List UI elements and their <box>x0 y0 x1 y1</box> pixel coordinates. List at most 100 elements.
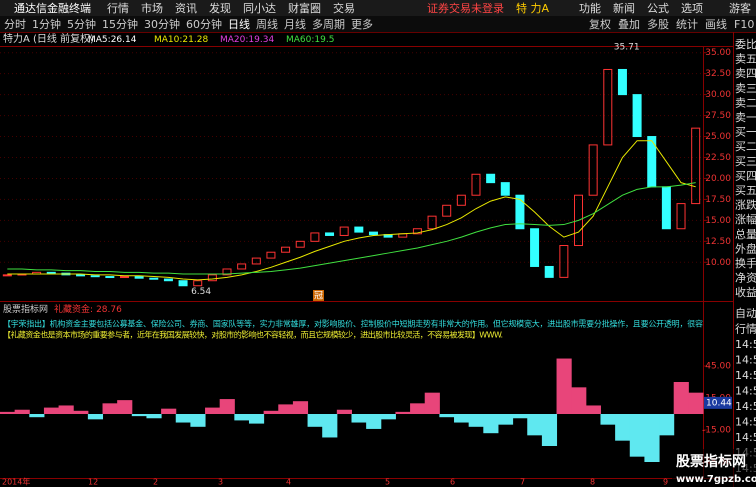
menu-right-item[interactable]: 选项 <box>681 2 704 15</box>
y-tick-label: 30.00 <box>705 90 731 100</box>
indicator-bar <box>117 400 133 414</box>
side-label: 卖四 <box>735 67 756 80</box>
y-tick-label: 12.50 <box>705 237 731 247</box>
ma-name: MA5: <box>88 35 111 45</box>
menu-item[interactable]: 行情 <box>107 2 129 15</box>
candle <box>222 268 232 276</box>
indicator-bar <box>644 414 660 462</box>
tool-button[interactable]: 统计 <box>676 18 698 31</box>
tool-button[interactable]: 多股 <box>647 18 669 31</box>
side-label: 14:5 <box>735 400 756 413</box>
y-tick-label: 27.50 <box>705 111 731 121</box>
ma-legend: MA20:19.34 <box>220 35 274 45</box>
chart-title: 特力A (日线 前复权) <box>3 32 94 45</box>
stock-name: 特 力A <box>516 2 550 15</box>
candle <box>266 251 276 259</box>
candle <box>119 276 129 279</box>
period-button[interactable]: 1分钟 <box>32 18 61 31</box>
side-label: 卖三 <box>735 82 756 95</box>
indicator-bar <box>585 405 601 414</box>
candle <box>90 275 100 278</box>
candle <box>76 274 86 277</box>
indicator-bar <box>468 414 484 427</box>
indicator-bar <box>14 409 30 414</box>
menu-item[interactable]: 财富圈 <box>288 2 321 15</box>
indicator-bar <box>219 399 235 414</box>
candle <box>46 271 56 274</box>
indicator-bar <box>29 414 45 418</box>
side-label: 14:5 <box>735 416 756 429</box>
side-label: 涨跌 <box>735 198 756 212</box>
menu-item[interactable]: 市场 <box>141 2 163 15</box>
login-status[interactable]: 证券交易未登录 <box>427 2 504 15</box>
period-button[interactable]: 更多 <box>351 18 373 31</box>
menu-item[interactable]: 交易 <box>333 2 355 15</box>
side-label: 买四 <box>735 169 756 182</box>
tool-button[interactable]: 画线 <box>705 18 727 31</box>
toolbar: 分时 1分钟 5分钟 15分钟 30分钟 60分钟 日线 周线 月线 多周期 更多 复权 叠加 多股 统计画… <box>0 16 756 33</box>
indicator-bar <box>336 409 352 414</box>
y-tick-label: 15.00 <box>705 216 731 226</box>
indicator-bar <box>366 414 382 429</box>
indicator-bar <box>205 407 221 414</box>
menu-item[interactable]: 同小达 <box>243 2 276 15</box>
period-button[interactable]: 30分钟 <box>144 18 180 31</box>
indicator-bar <box>688 392 704 414</box>
side-label: 14:5 <box>735 354 756 367</box>
ma-value: 26.14 <box>111 35 137 45</box>
period-button[interactable]: 分时 <box>4 18 26 31</box>
menu-item[interactable]: 发现 <box>209 2 231 15</box>
indicator-bar <box>600 414 616 425</box>
x-tick-label: 5 <box>385 478 390 487</box>
y-tick-label: 20.00 <box>705 174 731 184</box>
marker-box <box>313 290 324 301</box>
period-button[interactable]: 5分钟 <box>67 18 96 31</box>
indicator-bar <box>307 414 323 427</box>
side-label: 净资 <box>735 271 756 285</box>
y-tick-label: 17.50 <box>705 195 731 205</box>
indicator-bar <box>190 414 206 427</box>
candle <box>310 232 320 242</box>
ma-line <box>7 140 696 281</box>
x-tick-label: 6 <box>450 478 455 487</box>
period-button[interactable]: 60分钟 <box>186 18 222 31</box>
candle <box>163 278 173 282</box>
candle <box>178 280 188 287</box>
tool-button[interactable]: F10 <box>734 17 755 31</box>
candle <box>617 68 627 96</box>
x-tick-label: 9 <box>663 478 668 487</box>
side-label: 自动 <box>735 307 756 320</box>
y-tick-label: 32.50 <box>705 69 731 79</box>
y-tick-label: 25.00 <box>705 132 731 142</box>
last-value-box <box>704 396 732 409</box>
menu-item[interactable]: 资讯 <box>175 2 197 15</box>
indicator-bar <box>131 414 147 417</box>
menu-right-item[interactable]: 功能 <box>579 2 602 15</box>
period-button[interactable]: 月线 <box>284 18 306 31</box>
candle <box>193 280 203 287</box>
x-tick-label: 2014年 <box>2 477 30 487</box>
menu-right-item[interactable]: 公式 <box>647 2 670 15</box>
tool-button[interactable]: 叠加 <box>618 18 640 31</box>
side-label: 14:5 <box>735 385 756 398</box>
indicator-source: 股票指标网 <box>3 303 48 315</box>
menu-right-item[interactable]: 游客 <box>729 2 752 15</box>
menu-right-item[interactable]: 新闻 <box>613 2 636 15</box>
candle <box>134 276 144 279</box>
candle <box>354 226 364 233</box>
watermark-title: 股票指标网 <box>676 453 746 470</box>
indicator-name: 礼藏资金: <box>54 303 93 315</box>
candle <box>515 194 525 230</box>
indicator-bar <box>234 414 250 421</box>
period-button[interactable]: 多周期 <box>312 18 345 31</box>
indicator-note: 【宇荣指出】机构资金主要包括公募基金、保险公司、券商、国家队等等，实力非常雄厚，… <box>3 319 703 329</box>
period-button[interactable]: 周线 <box>256 18 278 31</box>
side-label: 卖二 <box>735 96 756 109</box>
indicator-bar <box>629 414 645 457</box>
x-tick-label: 4 <box>286 478 291 487</box>
tool-button[interactable]: 复权 <box>589 18 611 31</box>
candle <box>661 186 671 230</box>
x-tick-label: 2 <box>153 478 158 487</box>
period-button[interactable]: 日线 <box>228 18 250 31</box>
period-button[interactable]: 15分钟 <box>102 18 138 31</box>
